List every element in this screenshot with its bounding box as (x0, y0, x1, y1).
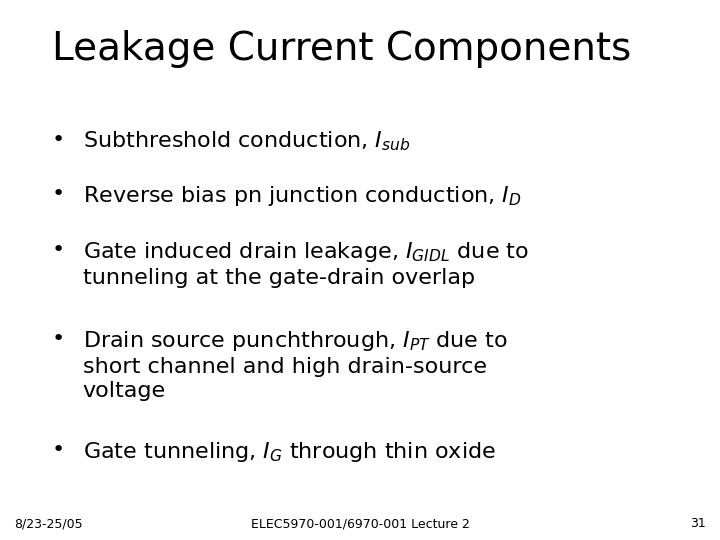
Text: •: • (52, 440, 65, 460)
Text: Subthreshold conduction, $\mathit{I}_{sub}$: Subthreshold conduction, $\mathit{I}_{su… (83, 130, 410, 153)
Text: Gate tunneling, $\mathit{I}_{G}$ through thin oxide: Gate tunneling, $\mathit{I}_{G}$ through… (83, 440, 495, 464)
Text: •: • (52, 130, 65, 150)
Text: ELEC5970-001/6970-001 Lecture 2: ELEC5970-001/6970-001 Lecture 2 (251, 517, 469, 530)
Text: •: • (52, 240, 65, 260)
Text: Drain source punchthrough, $\mathit{I}_{PT}$ due to
short channel and high drain: Drain source punchthrough, $\mathit{I}_{… (83, 329, 508, 401)
Text: Reverse bias pn junction conduction, $\mathit{I}_{D}$: Reverse bias pn junction conduction, $\m… (83, 184, 521, 207)
Text: Gate induced drain leakage, $\mathit{I}_{GIDL}$ due to
tunneling at the gate-dra: Gate induced drain leakage, $\mathit{I}_… (83, 240, 528, 288)
Text: •: • (52, 184, 65, 204)
Text: 8/23-25/05: 8/23-25/05 (14, 517, 83, 530)
Text: 31: 31 (690, 517, 706, 530)
Text: •: • (52, 329, 65, 349)
Text: Leakage Current Components: Leakage Current Components (52, 30, 631, 68)
